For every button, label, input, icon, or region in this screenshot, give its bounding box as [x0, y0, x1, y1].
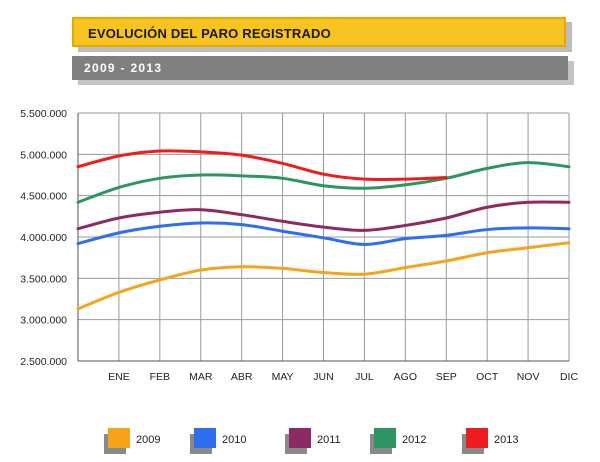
- series-line-2012: [76, 161, 571, 204]
- chart-title: EVOLUCIÓN DEL PARO REGISTRADO: [88, 26, 331, 41]
- grid-vertical: [118, 113, 570, 361]
- line-chart: 2.500.000 3.000.000 3.500.000 4.000.000 4.50…: [20, 108, 578, 383]
- x-tick-label: ABR: [231, 371, 253, 383]
- legend-label: 2012: [402, 434, 427, 446]
- legend-label: 2013: [494, 434, 519, 446]
- x-tick-label: MAR: [189, 371, 213, 383]
- series-line-2011: [76, 200, 571, 232]
- legend-label: 2011: [317, 434, 341, 446]
- x-tick-label: JUN: [313, 371, 333, 383]
- legend-label: 2010: [222, 434, 247, 446]
- legend-swatch: [108, 428, 130, 448]
- legend-label: 2009: [136, 434, 161, 446]
- y-tick-label: 4.000.000: [20, 232, 67, 244]
- x-axis-tick-labels: ENE FEB MAR ABR MAY JUN JUL AGO SEP OCT NOV DIC: [108, 371, 578, 383]
- legend-swatch: [289, 428, 311, 448]
- legend-swatch: [194, 428, 216, 448]
- y-tick-label: 2.500.000: [20, 356, 67, 368]
- y-tick-label: 5.500.000: [20, 108, 67, 120]
- y-tick-label: 3.500.000: [20, 273, 67, 285]
- legend: 2009 2010 2011 2012 2013: [0, 428, 600, 454]
- y-tick-label: 4.500.000: [20, 191, 67, 203]
- x-tick-label: NOV: [517, 371, 540, 383]
- chart-axes: [77, 113, 569, 362]
- x-tick-label: JUL: [355, 371, 374, 383]
- legend-swatch: [374, 428, 396, 448]
- series-line-2010: [76, 221, 571, 246]
- y-axis-tick-labels: 2.500.000 3.000.000 3.500.000 4.000.000 4.50…: [20, 108, 67, 368]
- title-band: EVOLUCIÓN DEL PARO REGISTRADO: [72, 17, 566, 47]
- series-lines: [76, 149, 571, 311]
- x-tick-label: AGO: [394, 371, 417, 383]
- y-tick-label: 5.000.000: [20, 149, 67, 161]
- series-line-2013: [76, 149, 448, 182]
- x-tick-label: ENE: [108, 371, 130, 383]
- x-tick-label: SEP: [436, 371, 457, 383]
- chart-subtitle: 2009 - 2013: [84, 61, 163, 75]
- subtitle-band: 2009 - 2013: [72, 56, 568, 80]
- x-tick-label: DIC: [560, 371, 579, 383]
- series-line-2009: [76, 241, 571, 311]
- x-tick-label: FEB: [150, 371, 170, 383]
- y-tick-label: 3.000.000: [20, 315, 67, 327]
- legend-swatch: [466, 428, 488, 448]
- x-tick-label: MAY: [272, 371, 294, 383]
- x-tick-label: OCT: [476, 371, 499, 383]
